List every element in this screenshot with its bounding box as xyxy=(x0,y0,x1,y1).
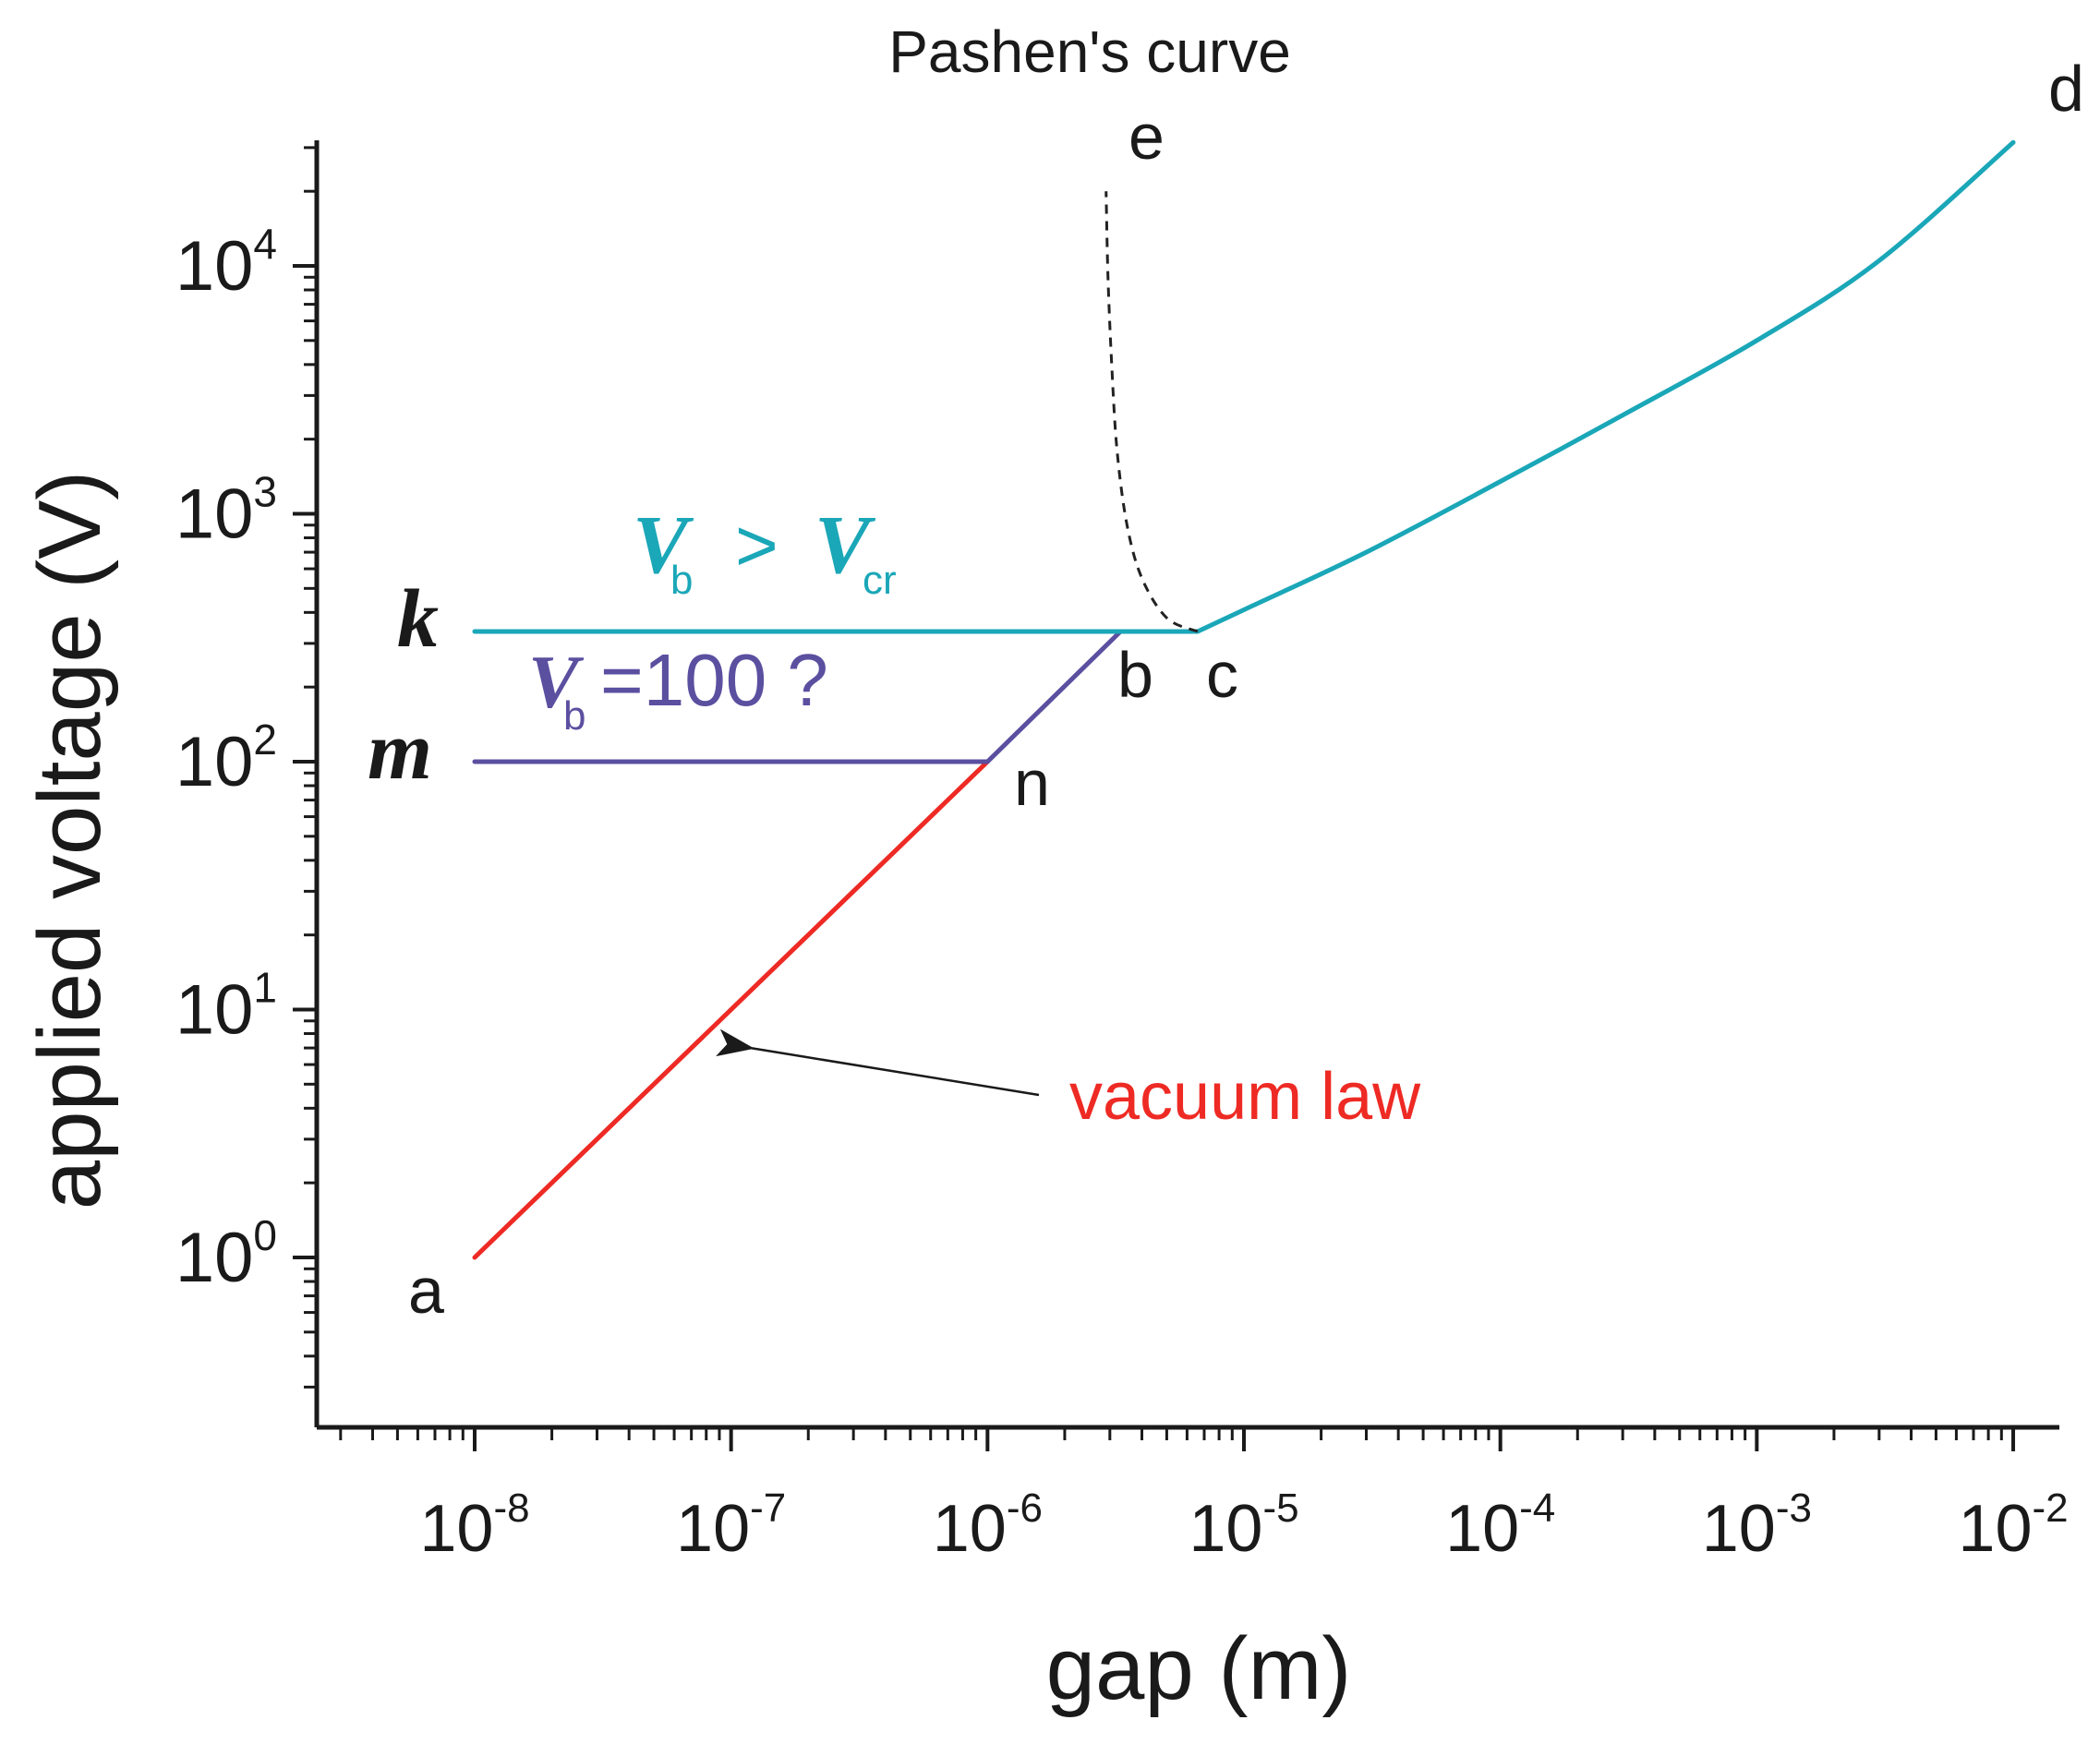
point-label-e: e xyxy=(1128,101,1165,173)
tick-labels: 10-8 10-7 10-6 10-5 10-4 10-3 10-2 100 101 102 103… xyxy=(175,220,2069,1566)
vb-gt-v1: V xyxy=(633,499,694,591)
y-tick-label: 101 xyxy=(175,964,277,1050)
x-tick-label: 10-5 xyxy=(1189,1485,1298,1566)
x-tick-label: 10-4 xyxy=(1445,1485,1555,1566)
point-label-m: m xyxy=(368,705,432,797)
vb100-sub-b: b xyxy=(563,693,585,739)
vb100-v: V xyxy=(528,640,585,724)
series-paschen-c-d xyxy=(1195,139,2016,634)
point-label-d: d xyxy=(2048,53,2084,125)
point-label-c: c xyxy=(1206,639,1238,711)
vb100-rest: =100 ? xyxy=(600,639,828,721)
series-left-branch-c-e xyxy=(1104,191,1199,633)
x-axis-label: gap (m) xyxy=(1046,1619,1352,1718)
y-tick-label: 100 xyxy=(175,1211,277,1297)
point-label-a: a xyxy=(408,1255,444,1327)
vacuum-law-label: vacuum law xyxy=(1069,1060,1421,1134)
series-layer xyxy=(472,139,2016,1260)
vb-greater-vcr-label: V b > V cr xyxy=(633,499,897,603)
vb-100-label: V b =100 ? xyxy=(528,639,828,739)
x-tick-label: 10-2 xyxy=(1958,1485,2068,1566)
y-tick-label: 103 xyxy=(175,468,277,554)
series-n-b xyxy=(984,629,1123,764)
vacuum-law-arrow xyxy=(716,1028,1040,1097)
series-vacuum-law xyxy=(472,759,990,1260)
point-label-b: b xyxy=(1117,639,1153,711)
chart-title: Pashen's curve xyxy=(888,18,1291,85)
vb-gt-sub-b: b xyxy=(670,558,693,603)
vb-gt-v2: V xyxy=(815,499,876,591)
y-axis-label: applied voltage (V) xyxy=(20,471,119,1209)
vb-gt-sub-cr: cr xyxy=(863,558,897,603)
vb-gt-symbol: > xyxy=(735,504,778,586)
x-tick-label: 10-3 xyxy=(1702,1485,1812,1566)
x-tick-label: 10-6 xyxy=(933,1485,1043,1566)
point-label-k: k xyxy=(397,573,439,665)
x-tick-label: 10-8 xyxy=(419,1485,529,1566)
x-tick-label: 10-7 xyxy=(676,1485,786,1566)
y-tick-label: 104 xyxy=(175,220,277,306)
y-tick-label: 102 xyxy=(175,716,277,801)
point-label-n: n xyxy=(1014,747,1050,819)
